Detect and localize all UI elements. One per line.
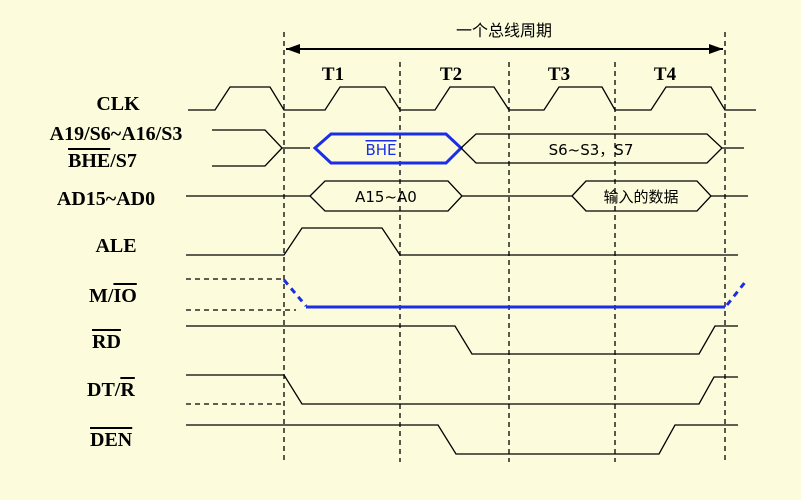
label-ale: ALE [95,235,136,257]
waveform-den [186,424,738,455]
label-rd: RD [92,331,121,353]
bus-cycle-label: 一个总线周期 [456,21,552,40]
period-t1: T1 [322,64,344,85]
waveform-addr-entry [212,129,310,149]
bus-bhe-label: BHE [365,141,396,159]
waveform-clk [188,86,756,111]
label-clk: CLK [96,93,140,115]
label-bhe-s7: BHE/S7 [68,150,137,172]
waveform-dtr [283,374,738,405]
period-t2: T2 [440,64,462,85]
label-addr-status: A19/S6~A16/S3 [50,123,183,145]
label-dtr: DT/R [87,379,135,401]
waveform-bhe-entry [212,147,283,167]
bus-address-label: A15~A0 [355,188,417,206]
label-mio: M/IO [89,285,137,307]
bus-cycle-arrow [286,44,723,54]
period-t4: T4 [654,64,677,85]
waveform-ale [186,227,738,256]
label-den: DEN [90,429,133,451]
waveform-rd [186,325,738,355]
label-ad: AD15~AD0 [57,188,155,210]
bus-status-label: S6~S3，S7 [549,141,634,159]
mio-transition-end [725,280,748,306]
mio-transition-start [282,279,308,307]
period-t3: T3 [548,64,570,85]
bus-data-label: 输入的数据 [603,188,678,206]
